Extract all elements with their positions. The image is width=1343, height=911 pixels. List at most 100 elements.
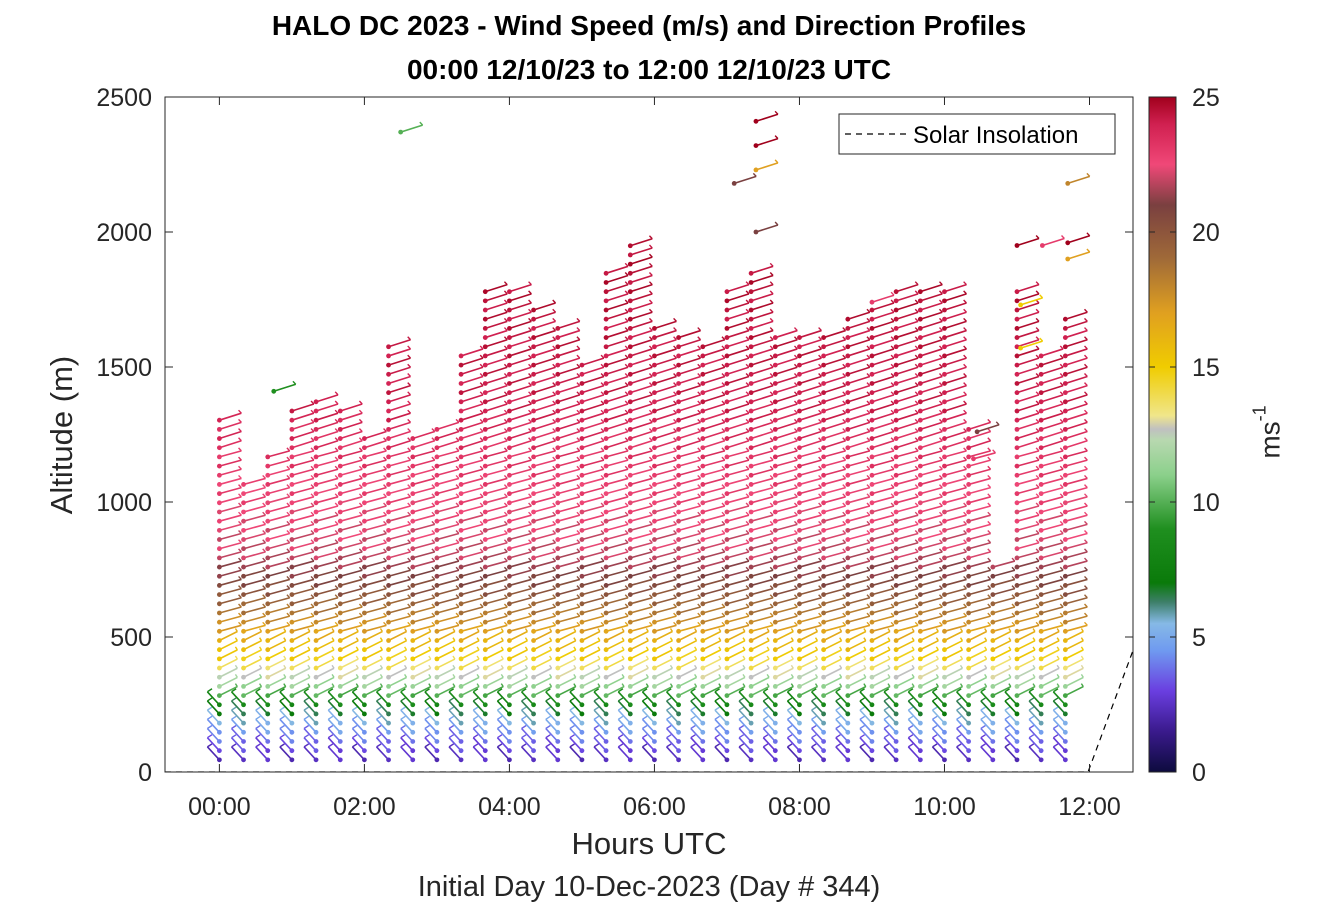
wind-barb <box>337 437 363 451</box>
wind-barb <box>362 511 387 524</box>
wind-barb <box>434 511 460 524</box>
wind-barb <box>700 585 726 598</box>
wind-barb <box>555 511 581 524</box>
wind-barb <box>241 585 267 598</box>
wind-barb <box>482 557 508 570</box>
wind-barb <box>700 484 726 497</box>
wind-barb <box>627 456 653 469</box>
wind-barb <box>627 308 653 322</box>
wind-barb <box>531 418 557 432</box>
wind-barb <box>337 548 363 561</box>
wind-barb <box>216 585 242 598</box>
wind-barb <box>241 474 267 487</box>
wind-barb <box>386 345 412 359</box>
wind-barb <box>482 548 508 561</box>
wind-barb <box>676 621 702 634</box>
wind-barb <box>748 566 774 579</box>
wind-barb <box>1065 248 1091 262</box>
wind-barb <box>313 539 339 552</box>
wind-barb <box>748 262 774 276</box>
wind-barb <box>569 715 585 735</box>
wind-barb <box>265 655 287 671</box>
wind-barb <box>724 456 750 469</box>
wind-barb <box>555 548 581 561</box>
wind-barb <box>531 382 557 396</box>
wind-barb <box>700 382 726 396</box>
wind-barb <box>507 664 529 680</box>
wind-barb <box>724 484 750 497</box>
wind-barb <box>738 734 754 754</box>
wind-barb <box>627 244 653 258</box>
wind-barb <box>555 621 581 634</box>
wind-barb <box>458 646 480 662</box>
wind-barb <box>410 437 436 451</box>
wind-barb <box>337 566 363 579</box>
wind-barb <box>410 674 432 689</box>
wind-barb <box>797 372 822 386</box>
wind-barb <box>676 409 702 423</box>
wind-barb <box>652 400 677 414</box>
wind-barb <box>482 575 508 588</box>
wind-barb <box>434 539 460 552</box>
wind-barb <box>410 655 432 671</box>
wind-barb <box>676 465 702 478</box>
wind-barb <box>265 594 291 607</box>
wind-barb <box>772 520 798 533</box>
wind-barb <box>1038 345 1064 359</box>
wind-barb <box>362 530 387 542</box>
wind-barb <box>748 621 774 634</box>
wind-barb <box>531 447 557 460</box>
wind-barb <box>652 382 677 396</box>
wind-barb <box>362 539 387 552</box>
wind-barb <box>386 621 412 634</box>
wind-barb <box>603 474 629 487</box>
wind-barb <box>520 724 536 744</box>
wind-barb <box>531 336 557 350</box>
wind-barb <box>520 715 536 735</box>
wind-barb <box>555 502 581 515</box>
wind-barb <box>731 172 757 186</box>
wind-barb <box>351 706 367 726</box>
wind-barb <box>531 539 557 552</box>
wind-barb <box>313 646 335 662</box>
wind-barb <box>434 428 460 441</box>
wind-barb <box>241 674 263 689</box>
wind-barb <box>531 664 553 680</box>
wind-barb <box>579 372 605 386</box>
wind-barb <box>482 363 508 377</box>
wind-barb <box>337 575 363 588</box>
wind-barb <box>811 688 827 708</box>
wind-barb <box>724 372 750 386</box>
wind-barb <box>821 566 847 579</box>
wind-barb <box>772 585 798 598</box>
wind-barb <box>579 637 601 653</box>
wind-barb <box>700 447 726 460</box>
wind-barb <box>410 575 436 588</box>
wind-barb <box>410 664 432 680</box>
wind-barb <box>821 530 847 542</box>
wind-barb <box>579 674 601 689</box>
wind-barb <box>337 557 363 570</box>
wind-barb <box>434 683 456 698</box>
wind-barb <box>676 530 702 542</box>
wind-barb <box>507 418 532 432</box>
wind-barb <box>603 400 629 414</box>
wind-barb <box>603 272 629 285</box>
wind-barb <box>617 743 633 763</box>
wind-barb <box>700 575 726 588</box>
wind-barb <box>797 363 822 377</box>
wind-barb <box>748 336 774 350</box>
wind-barb <box>748 603 774 616</box>
wind-barb <box>337 646 359 662</box>
wind-barb <box>555 391 581 405</box>
wind-barb <box>472 697 488 717</box>
wind-barb <box>482 428 508 441</box>
wind-barb <box>700 345 726 359</box>
wind-barb <box>520 697 536 717</box>
wind-barb <box>507 566 532 579</box>
wind-barb <box>472 734 488 754</box>
wind-barb <box>362 594 387 607</box>
wind-barb <box>700 409 726 423</box>
wind-barb <box>279 697 295 717</box>
wind-barb <box>351 743 367 763</box>
